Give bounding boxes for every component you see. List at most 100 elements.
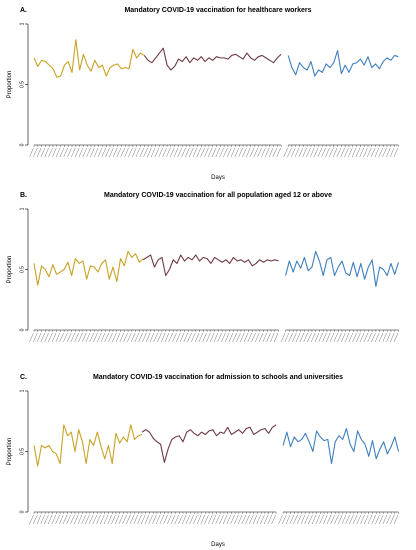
x-tick-label-mark bbox=[36, 147, 42, 158]
x-tick-label-mark bbox=[241, 514, 247, 525]
x-tick-label-mark bbox=[323, 514, 328, 525]
x-tick-label-mark bbox=[178, 514, 183, 525]
x-tick-label-mark bbox=[36, 332, 42, 343]
x-tick-label-mark bbox=[260, 514, 265, 525]
x-tick-label-mark bbox=[370, 147, 376, 158]
x-tick-label-mark bbox=[336, 147, 342, 158]
x-tick-label-mark bbox=[170, 514, 176, 525]
x-tick-label-mark bbox=[253, 147, 259, 158]
x-tick-label-mark bbox=[393, 514, 399, 525]
x-tick-label-mark bbox=[285, 514, 291, 525]
x-tick-label-mark bbox=[185, 147, 190, 158]
x-tick-label-mark bbox=[329, 332, 335, 343]
x-tick-label-mark bbox=[306, 147, 311, 158]
x-tick-label-mark bbox=[288, 332, 293, 343]
x-tick-label-mark bbox=[47, 514, 53, 525]
x-tick-label-mark bbox=[367, 147, 372, 158]
x-tick-label-mark bbox=[63, 332, 68, 343]
x-tick-label-mark bbox=[296, 514, 302, 525]
x-tick-label-mark bbox=[126, 514, 131, 525]
x-tick-label-mark bbox=[349, 514, 354, 525]
x-tick-label-mark bbox=[92, 514, 98, 525]
x-tick-label-mark bbox=[307, 332, 312, 343]
x-tick-label-mark bbox=[101, 147, 106, 158]
x-tick-label-mark bbox=[340, 147, 345, 158]
x-tick-label-mark bbox=[215, 147, 221, 158]
x-tick-label-mark bbox=[226, 514, 232, 525]
x-tick-label-mark bbox=[319, 514, 324, 525]
x-tick-label-mark bbox=[168, 332, 173, 343]
x-tick-label-mark bbox=[348, 332, 354, 343]
x-tick-label-mark bbox=[299, 332, 305, 343]
x-tick-label-mark bbox=[40, 514, 45, 525]
x-tick-label-mark bbox=[284, 332, 290, 343]
x-tick-label-mark bbox=[283, 147, 288, 158]
x-tick-label-mark bbox=[208, 514, 213, 525]
chart-title: Mandatory COVID-19 vaccination for healt… bbox=[124, 7, 311, 14]
x-tick-label-mark bbox=[341, 514, 347, 525]
x-tick-label-mark bbox=[317, 147, 323, 158]
x-tick-label-mark bbox=[293, 514, 298, 525]
x-tick-label-mark bbox=[276, 147, 281, 158]
y-tick-label: 0.5 bbox=[19, 266, 25, 273]
x-tick-label-mark bbox=[243, 332, 249, 343]
x-tick-label-mark bbox=[378, 514, 384, 525]
x-tick-label-mark bbox=[29, 147, 34, 158]
x-tick-label-mark bbox=[287, 147, 292, 158]
x-axis-label: Days bbox=[211, 175, 225, 181]
x-tick-label-mark bbox=[371, 514, 376, 525]
x-tick-label-mark bbox=[128, 147, 133, 158]
x-tick-label-mark bbox=[36, 514, 42, 525]
x-tick-label-mark bbox=[325, 147, 330, 158]
panel-label: A. bbox=[20, 7, 27, 14]
chart-svg: C. Mandatory COVID-19 vaccination for adm… bbox=[7, 374, 400, 548]
x-tick-label-mark bbox=[356, 514, 362, 525]
x-tick-label-mark bbox=[326, 514, 332, 525]
x-tick-label-mark bbox=[344, 147, 349, 158]
x-tick-label-mark bbox=[258, 332, 264, 343]
x-tick-label-mark bbox=[236, 332, 241, 343]
x-tick-label-mark bbox=[263, 514, 269, 525]
x-tick-label-mark bbox=[192, 147, 198, 158]
x-tick-label-mark bbox=[107, 514, 112, 525]
x-tick-label-mark bbox=[318, 332, 323, 343]
x-tick-label-mark bbox=[200, 147, 205, 158]
series-line-phase-2 bbox=[143, 47, 282, 71]
x-tick-label-mark bbox=[100, 332, 106, 343]
x-tick-label-mark bbox=[378, 332, 384, 343]
x-tick-label-mark bbox=[160, 332, 166, 343]
x-tick-label-mark bbox=[230, 514, 235, 525]
x-tick-label-mark bbox=[90, 147, 95, 158]
x-tick-label-mark bbox=[270, 332, 275, 343]
x-tick-label-mark bbox=[237, 514, 243, 525]
x-tick-label-mark bbox=[187, 332, 192, 343]
x-tick-label-mark bbox=[59, 514, 64, 525]
x-tick-label-mark bbox=[329, 147, 334, 158]
x-tick-label-mark bbox=[262, 332, 268, 343]
x-tick-label-mark bbox=[179, 332, 185, 343]
x-tick-label-mark bbox=[105, 147, 110, 158]
chart-svg: A. Mandatory COVID-19 vaccination for hea… bbox=[7, 7, 399, 181]
y-tick-label: 1 bbox=[19, 207, 25, 210]
x-tick-label-mark bbox=[213, 332, 219, 343]
x-tick-label-mark bbox=[204, 514, 209, 525]
x-tick-label-mark bbox=[141, 514, 146, 525]
x-tick-label-mark bbox=[294, 147, 300, 158]
y-tick-label: 0.5 bbox=[19, 448, 25, 455]
x-tick-label-mark bbox=[66, 332, 72, 343]
x-tick-label-mark bbox=[303, 332, 308, 343]
x-tick-label-mark bbox=[374, 332, 380, 343]
x-tick-label-mark bbox=[173, 147, 179, 158]
x-tick-label-mark bbox=[78, 332, 83, 343]
x-tick-label-mark bbox=[194, 332, 200, 343]
x-tick-label-mark bbox=[300, 514, 306, 525]
x-tick-label-mark bbox=[228, 332, 234, 343]
x-tick-label-mark bbox=[138, 332, 143, 343]
x-tick-label-mark bbox=[82, 147, 87, 158]
x-tick-label-mark bbox=[86, 147, 91, 158]
x-tick-label-mark bbox=[135, 147, 141, 158]
panel-label: B. bbox=[20, 192, 27, 199]
x-tick-label-mark bbox=[247, 332, 252, 343]
x-tick-label-mark bbox=[158, 147, 163, 158]
x-tick-label-mark bbox=[200, 514, 206, 525]
